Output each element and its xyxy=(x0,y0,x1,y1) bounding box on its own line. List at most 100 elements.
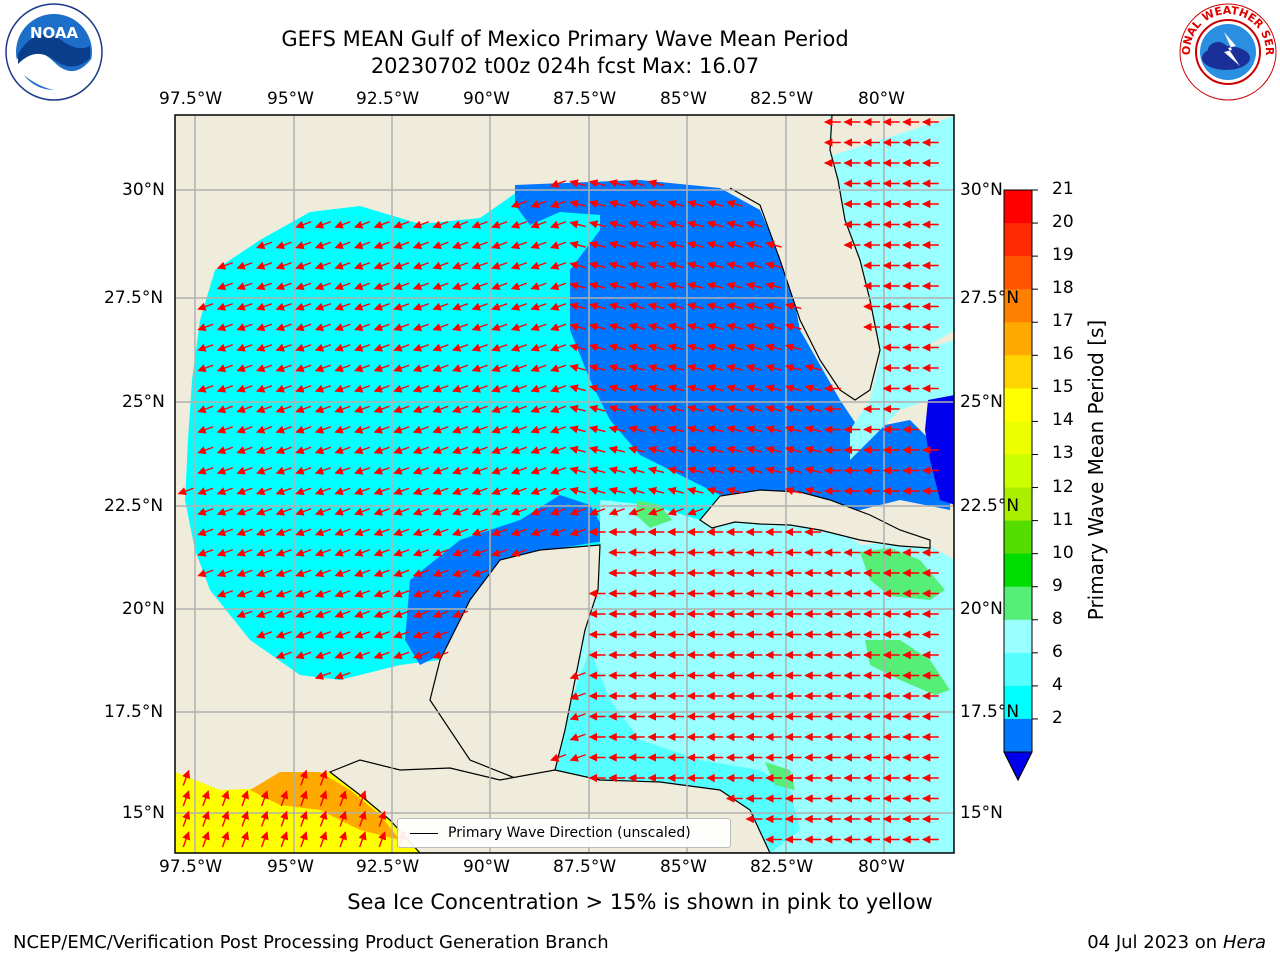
wave-arrow xyxy=(687,322,704,331)
wave-arrow xyxy=(687,445,704,454)
wave-arrow xyxy=(452,569,469,578)
wave-arrow xyxy=(393,302,410,311)
wave-arrow xyxy=(510,343,527,352)
wave-arrow xyxy=(667,281,684,290)
wave-arrow xyxy=(471,425,488,434)
wave-arrow xyxy=(745,425,763,434)
wave-arrow xyxy=(589,466,606,475)
green-patch-4 xyxy=(765,762,795,790)
wave-arrow xyxy=(197,425,214,434)
wave-arrow xyxy=(745,302,763,311)
wave-arrow xyxy=(354,302,371,311)
wave-arrow xyxy=(275,651,292,660)
wave-arrow xyxy=(354,364,371,373)
wave-arrow xyxy=(393,323,410,332)
wave-arrow xyxy=(452,364,469,373)
wave-arrow xyxy=(804,363,822,372)
colorbar-tick-label: 17 xyxy=(1052,311,1074,332)
colorbar-swatch xyxy=(1004,652,1032,687)
wave-arrow xyxy=(354,282,371,291)
colorbar-swatch xyxy=(1004,685,1032,720)
wave-arrow xyxy=(236,261,253,270)
wave-arrow xyxy=(745,281,763,290)
wave-arrow xyxy=(275,487,292,496)
wave-arrow xyxy=(373,487,390,496)
wave-arrow xyxy=(550,220,567,229)
wave-arrow xyxy=(471,323,488,332)
wave-arrow xyxy=(471,364,488,373)
wave-arrow xyxy=(589,220,606,229)
wave-arrow xyxy=(358,790,367,807)
wave-arrow xyxy=(354,630,371,639)
wave-arrow xyxy=(182,769,191,786)
wave-arrow xyxy=(275,507,292,516)
lon-label-top: 87.5°W xyxy=(553,89,617,109)
wave-arrow xyxy=(569,179,586,188)
wave-arrow xyxy=(452,528,469,537)
wave-arrow xyxy=(569,753,586,762)
lat-label-left: 17.5°N xyxy=(104,702,164,722)
wave-arrow xyxy=(393,384,410,393)
wave-arrow xyxy=(373,343,390,352)
map-subtitle: 20230702 t00z 024h fcst Max: 16.07 xyxy=(370,54,760,78)
wave-arrow xyxy=(197,405,214,414)
wave-arrow xyxy=(530,220,547,229)
wave-arrow xyxy=(314,610,331,619)
lon-label-bottom: 92.5°W xyxy=(356,857,420,877)
wave-arrow xyxy=(550,323,567,332)
wave-arrow xyxy=(295,405,312,414)
wave-arrow xyxy=(197,487,214,496)
wave-arrow xyxy=(358,831,367,848)
wave-arrow xyxy=(314,384,331,393)
wave-arrow xyxy=(726,486,743,495)
lat-label-right: 30°N xyxy=(960,180,1003,200)
wave-arrow xyxy=(667,445,684,454)
wave-arrow xyxy=(530,323,547,332)
wave-arrow xyxy=(510,302,527,311)
wave-arrow xyxy=(339,831,347,848)
map-title: GEFS MEAN Gulf of Mexico Primary Wave Me… xyxy=(281,27,849,51)
wave-arrow xyxy=(745,261,763,270)
wave-arrow xyxy=(412,343,429,352)
wave-arrow xyxy=(216,261,233,270)
wave-arrow xyxy=(687,507,704,516)
pacific-orange-region xyxy=(250,772,400,840)
wave-arrow xyxy=(804,445,822,454)
wave-arrow xyxy=(706,363,724,372)
wave-arrow xyxy=(197,384,214,393)
wave-arrow xyxy=(295,569,312,578)
wave-arrow xyxy=(530,200,547,209)
wave-arrow xyxy=(373,282,390,291)
wave-arrow xyxy=(510,261,527,270)
wave-arrow xyxy=(785,363,802,372)
footer-date: 04 Jul 2023 on Hera xyxy=(1087,932,1266,953)
wave-arrow xyxy=(687,404,704,413)
wave-arrow xyxy=(432,302,449,311)
footer-machine: Hera xyxy=(1222,932,1266,953)
wave-arrow xyxy=(334,302,351,311)
wave-arrow xyxy=(260,810,269,827)
wave-arrow xyxy=(628,302,645,311)
wave-arrow xyxy=(647,322,665,331)
wave-arrow xyxy=(667,322,684,331)
wave-arrow xyxy=(706,466,724,475)
wave-arrow xyxy=(236,446,253,455)
wave-arrow xyxy=(216,302,233,311)
wave-arrow xyxy=(550,282,567,291)
wave-arrow xyxy=(216,507,233,516)
wave-arrow xyxy=(550,507,567,516)
wave-arrow xyxy=(647,486,665,495)
wave-arrow xyxy=(510,220,527,229)
wave-arrow xyxy=(432,241,449,250)
wave-arrow xyxy=(216,569,233,578)
wave-arrow xyxy=(256,384,273,393)
wave-arrow xyxy=(608,466,626,475)
wave-arrow xyxy=(373,241,390,250)
wave-arrow xyxy=(334,630,351,639)
wave-arrow xyxy=(221,831,230,848)
wave-arrow xyxy=(452,282,469,291)
wave-arrow xyxy=(216,466,233,475)
wave-arrow xyxy=(334,364,351,373)
wave-arrow xyxy=(765,445,782,454)
wave-arrow xyxy=(197,364,214,373)
